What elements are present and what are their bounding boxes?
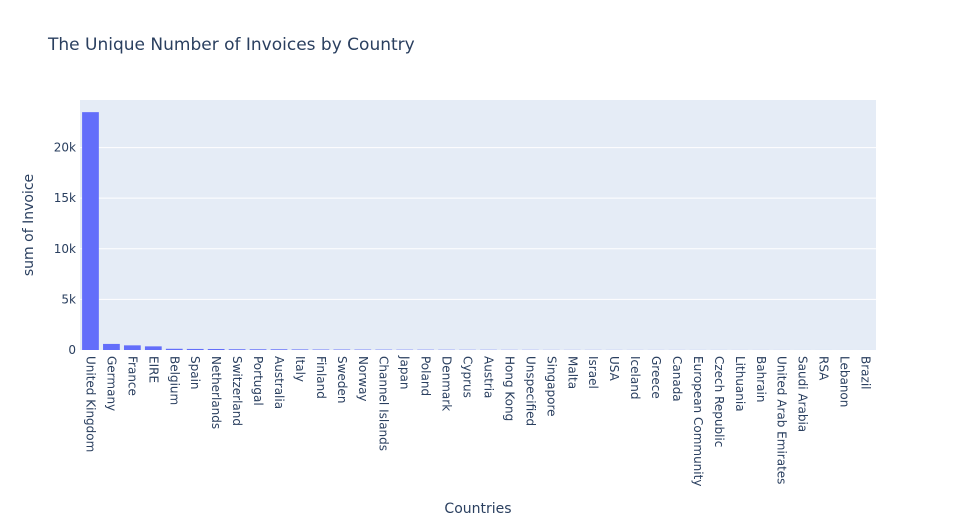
y-axis-ticks: 0 5k 10k 15k 20k <box>54 141 76 357</box>
x-tick-label: Iceland <box>628 356 642 399</box>
x-tick-label: USA <box>607 356 621 382</box>
x-tick-label: Malta <box>565 356 579 389</box>
x-tick-label: Belgium <box>167 356 181 405</box>
y-tick-label: 0 <box>68 343 76 357</box>
x-tick-label: Switzerland <box>230 356 244 426</box>
x-tick-label: Lithuania <box>733 356 747 412</box>
gridlines <box>80 147 876 300</box>
x-tick-label: Spain <box>188 356 202 390</box>
x-tick-label: Brazil <box>859 356 873 390</box>
bar[interactable] <box>82 112 99 350</box>
x-axis-ticks: United Kingdom Germany France EIRE Belgium Sp… <box>83 355 872 486</box>
x-tick-label: Japan <box>398 355 412 389</box>
x-tick-label: Australia <box>272 356 286 409</box>
x-tick-label: Denmark <box>440 356 454 411</box>
bar[interactable] <box>186 348 204 350</box>
x-tick-label: Israel <box>586 356 600 389</box>
bar[interactable] <box>228 349 246 350</box>
bar[interactable] <box>207 348 225 350</box>
bar[interactable] <box>103 343 120 350</box>
x-tick-label: Finland <box>314 356 328 399</box>
x-tick-label: United Arab Emirates <box>775 356 789 484</box>
x-tick-label: Saudi Arabia <box>796 356 810 432</box>
x-tick-label: Norway <box>356 356 370 402</box>
x-tick-label: Greece <box>649 356 663 399</box>
chart-title: The Unique Number of Invoices by Country <box>47 35 415 55</box>
x-tick-label: Austria <box>481 356 495 398</box>
x-tick-label: Poland <box>419 356 433 396</box>
x-tick-label: Singapore <box>544 356 558 417</box>
x-tick-label: Netherlands <box>209 356 223 429</box>
x-tick-label: Unspecified <box>523 356 537 426</box>
x-tick-label: Cyprus <box>461 356 475 398</box>
x-tick-label: RSA <box>817 356 831 381</box>
y-tick-label: 15k <box>54 191 76 205</box>
bar[interactable] <box>291 349 309 350</box>
y-tick-label: 5k <box>61 292 76 306</box>
x-tick-label: Bahrain <box>754 356 768 402</box>
x-tick-label: Canada <box>670 356 684 402</box>
x-tick-label: Italy <box>293 356 307 382</box>
x-tick-label: Sweden <box>335 356 349 403</box>
bar[interactable] <box>123 345 141 350</box>
x-tick-label: Germany <box>104 356 118 411</box>
y-tick-label: 10k <box>54 242 76 256</box>
bar[interactable] <box>270 349 288 350</box>
x-tick-label: EIRE <box>146 356 160 383</box>
y-axis-title: sum of Invoice <box>21 174 37 276</box>
x-tick-label: European Community <box>691 356 705 486</box>
x-tick-label: Channel Islands <box>377 356 391 451</box>
x-tick-label: Czech Republic <box>712 356 726 447</box>
bars <box>82 112 874 350</box>
bar[interactable] <box>165 348 183 350</box>
x-tick-label: United Kingdom <box>83 356 97 452</box>
plot-area <box>80 100 876 350</box>
x-tick-label: Lebanon <box>838 356 852 407</box>
x-tick-label: Hong Kong <box>502 356 516 421</box>
y-tick-label: 20k <box>54 141 76 155</box>
x-tick-label: Portugal <box>251 356 265 406</box>
x-axis-title: Countries <box>444 501 511 517</box>
x-tick-label: France <box>125 356 139 396</box>
bar[interactable] <box>144 346 162 350</box>
bar[interactable] <box>249 349 267 350</box>
